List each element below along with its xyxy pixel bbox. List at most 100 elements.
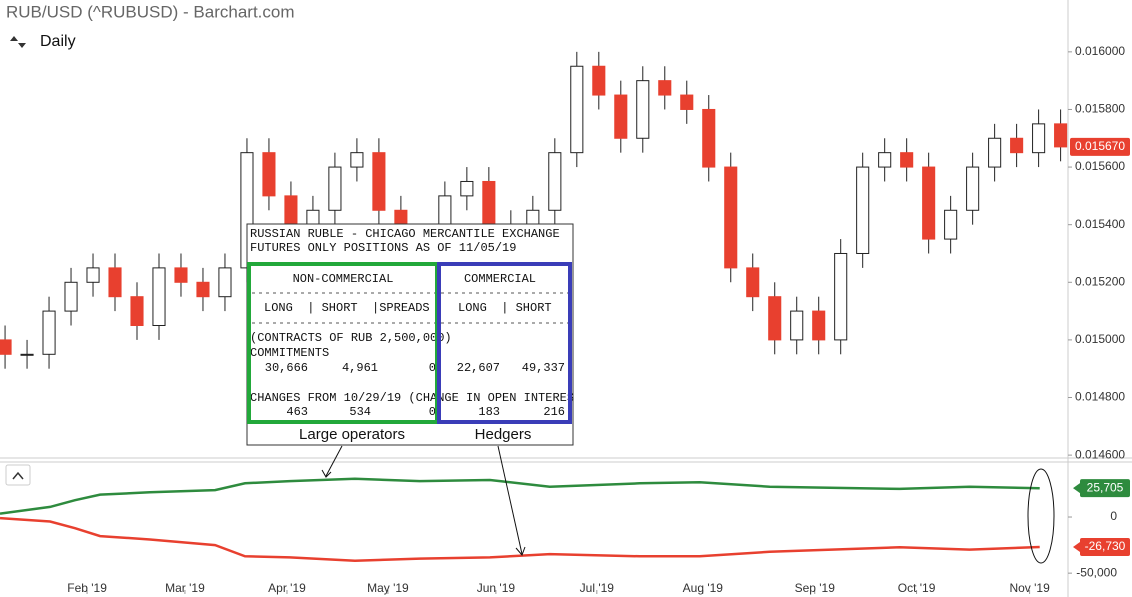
candle-body (108, 267, 122, 298)
cell: 22,607 (457, 361, 500, 375)
y-tick-label: 0.015200 (1075, 274, 1125, 288)
last-price-box (1070, 137, 1130, 156)
last-value-label: -26,730 (1085, 539, 1126, 553)
cell: 534 (349, 405, 371, 419)
table-title: FUTURES ONLY POSITIONS AS OF 11/05/19 (250, 241, 516, 255)
candle-body (460, 180, 474, 197)
y-tick-label: 0.015400 (1075, 217, 1125, 231)
candle-body (1032, 123, 1046, 154)
candle-body (130, 296, 144, 326)
y-tick-label: 0.015600 (1075, 159, 1125, 173)
candle-body (592, 65, 606, 96)
table-title: RUSSIAN RUBLE - CHICAGO MERCANTILE EXCHA… (250, 227, 560, 241)
annotations (321, 445, 1055, 564)
candle-body (900, 152, 914, 168)
last-value-pointer (1073, 483, 1080, 494)
contracts-note: (CONTRACTS OF RUB 2,500,000) (250, 331, 452, 345)
cot-table: RUSSIAN RUBLE - CHICAGO MERCANTILE EXCHA… (246, 223, 574, 446)
caption: Hedgers (475, 426, 532, 443)
last-value-box (1080, 479, 1130, 498)
candle-body (482, 180, 496, 226)
cell: 463 (286, 405, 308, 419)
candle-body (878, 152, 892, 168)
y-tick-label: 0.014800 (1075, 390, 1125, 404)
candle-body (548, 152, 562, 211)
x-tick-label: Mar '19 (165, 581, 205, 595)
candle-body (152, 267, 166, 326)
candle-body (768, 296, 782, 341)
series-line (0, 477, 1040, 515)
candle-body (966, 166, 980, 211)
candle-body (328, 166, 342, 211)
collapse-button[interactable] (5, 464, 31, 486)
last-value-label: 25,705 (1087, 480, 1124, 494)
candle-body (988, 137, 1002, 168)
candle-body (636, 80, 650, 139)
arrow (325, 445, 343, 477)
candle-body (812, 310, 826, 341)
arrow-head (321, 469, 332, 478)
cell: 0 (429, 361, 436, 375)
candle-body (658, 80, 672, 96)
collapse-bg (5, 464, 31, 486)
x-tick-label: Apr '19 (268, 581, 306, 595)
y-tick-label: -50,000 (1076, 565, 1117, 579)
x-tick-label: Nov '19 (1009, 581, 1050, 595)
candle-body (284, 195, 298, 226)
y-tick-label: 0.015000 (1075, 332, 1125, 346)
cell: 49,337 (522, 361, 565, 375)
cell: 0 (429, 405, 436, 419)
x-tick-label: Sep '19 (795, 581, 836, 595)
interval-button[interactable]: Daily (6, 31, 76, 51)
column-header: LONG | SHORT |SPREADS (264, 301, 430, 315)
cell: 183 (478, 405, 500, 419)
chart-title: RUB/USD (^RUBUSD) - Barchart.com (6, 2, 295, 21)
group-box (437, 262, 572, 424)
cell: 216 (543, 405, 565, 419)
candle-body (1054, 123, 1068, 148)
candle-body (372, 152, 386, 211)
candle-body (350, 152, 364, 168)
candle-body (42, 310, 56, 355)
x-tick-label: Jul '19 (580, 581, 615, 595)
x-tick-label: Feb '19 (67, 581, 107, 595)
highlight-ellipse (1027, 468, 1055, 564)
cot-panel: 0 -50,000 Feb '19 Mar '19 Apr '19 May '19 Jun … (0, 477, 1130, 595)
candle-body (86, 267, 100, 283)
candle-body (856, 166, 870, 254)
last-price-label: 0.015670 (1075, 139, 1125, 153)
table-frame (246, 223, 574, 446)
x-tick-label: May '19 (367, 581, 409, 595)
candle-body (944, 209, 958, 240)
candle-body (306, 209, 320, 226)
arrow-head (515, 546, 526, 556)
candle-body (20, 353, 34, 356)
candle-body (922, 166, 936, 240)
caption: Large operators (299, 426, 405, 443)
collapse-icon (12, 471, 24, 480)
candle-body (570, 65, 584, 154)
candle-body (614, 94, 628, 139)
y-tick-label: 0.014600 (1075, 447, 1125, 461)
interval-icon (10, 36, 26, 48)
candle-body (1010, 137, 1024, 154)
x-tick-label: Oct '19 (898, 581, 936, 595)
y-tick-label: 0.016000 (1075, 44, 1125, 58)
candle-body (790, 310, 804, 341)
row-label: CHANGES FROM 10/29/19 (CHANGE IN OPEN IN… (250, 391, 574, 405)
cell: 4,961 (342, 361, 378, 375)
candle-body (680, 94, 694, 110)
candle-body (262, 152, 276, 197)
y-tick-label: 0.015800 (1075, 102, 1125, 116)
interval-label: Daily (40, 33, 76, 50)
candle-body (196, 281, 210, 298)
candle-body (0, 339, 12, 355)
last-value-box (1080, 538, 1130, 557)
y-tick-label: 0 (1110, 509, 1117, 523)
candle-body (64, 281, 78, 312)
candle-body (218, 267, 232, 298)
candle-body (702, 108, 716, 168)
candle-body (834, 252, 848, 341)
series-line (0, 516, 1040, 563)
row-label: COMMITMENTS (250, 346, 329, 360)
